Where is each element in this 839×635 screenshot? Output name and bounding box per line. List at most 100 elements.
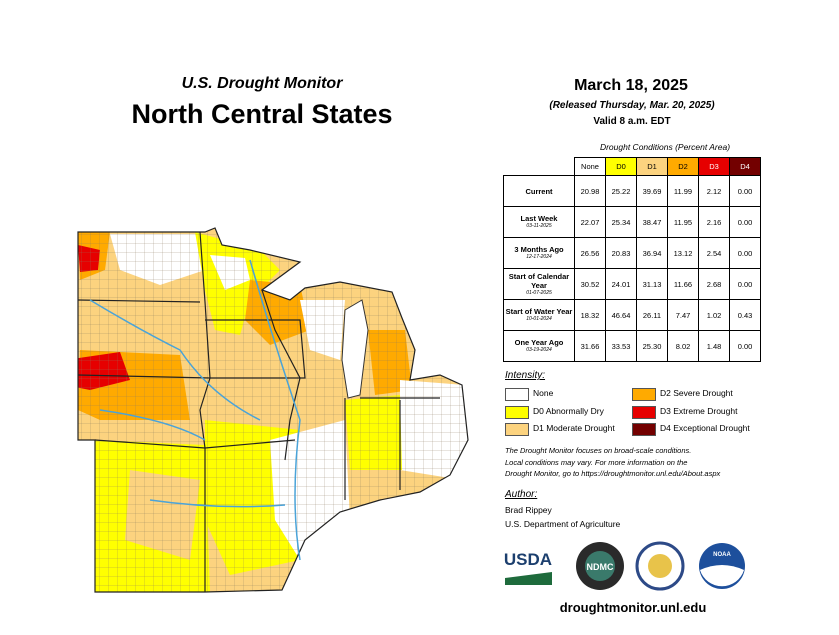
legend-label: D2 Severe Drought	[660, 388, 733, 398]
legend-label: D3 Extreme Drought	[660, 405, 738, 416]
column-header: D4	[729, 157, 761, 176]
cell-value: 36.94	[636, 237, 668, 269]
usda-logo-field	[505, 572, 552, 585]
cell-value: 26.56	[574, 237, 606, 269]
column-header: None	[574, 157, 606, 176]
legend-swatch	[505, 388, 529, 401]
released-date: (Released Thursday, Mar. 20, 2025)	[549, 100, 715, 111]
cell-value: 20.98	[574, 175, 606, 207]
row-label: One Year Ago 03-19-2024	[503, 330, 575, 362]
row-date: 12-17-2024	[526, 254, 552, 260]
cell-value: 2.68	[698, 268, 730, 300]
legend-swatch	[632, 423, 656, 436]
title: North Central States	[131, 99, 393, 129]
cell-value: 1.48	[698, 330, 730, 362]
ndmc-logo-core	[585, 551, 615, 581]
table-row: Start of Calendar Year 01-07-2025 30.52 24.…	[503, 268, 761, 300]
doc-logo-core	[648, 554, 672, 578]
column-header: D3	[698, 157, 730, 176]
cell-value: 20.83	[605, 237, 637, 269]
row-label: Last Week 03-11-2025	[503, 206, 575, 238]
ndmc-logo: NDMC	[587, 562, 614, 572]
row-label-text: Current	[525, 186, 553, 196]
cell-value: 25.34	[605, 206, 637, 238]
legend-title: Intensity:	[505, 370, 546, 381]
rivers	[89, 259, 301, 561]
row-label: Start of Water Year 10-01-2024	[503, 299, 575, 331]
table-row: Last Week 03-11-2025 22.07 25.34 38.47 11.95 2…	[503, 206, 761, 238]
cell-value: 11.66	[667, 268, 699, 300]
cell-value: 7.47	[667, 299, 699, 331]
legend-label: D1 Moderate Drought	[533, 423, 615, 433]
author-name: Brad Rippey	[505, 505, 552, 515]
conditions-table: None D0 D1 D2 D3 D4 Current 20.98 25.22 39.69 11.9…	[503, 157, 761, 362]
cell-value: 0.00	[729, 237, 761, 269]
header-row: None D0 D1 D2 D3 D4	[504, 157, 761, 176]
note-line: Local conditions may vary. For more info…	[505, 457, 688, 467]
legend-label: None	[533, 388, 554, 398]
state-borders	[77, 227, 469, 593]
cell-value: 38.47	[636, 206, 668, 238]
cell-value: 0.00	[729, 330, 761, 362]
cell-value: 8.02	[667, 330, 699, 362]
legend-swatch	[632, 388, 656, 401]
cell-value: 2.54	[698, 237, 730, 269]
legend-label: D0 Abnormally Dry	[533, 405, 604, 416]
table-row: Start of Water Year 10-01-2024 18.32 46.64 2…	[503, 299, 761, 331]
column-header: D2	[667, 157, 699, 176]
column-header: D1	[636, 157, 668, 176]
table-caption: Drought Conditions (Percent Area)	[599, 142, 731, 152]
subtitle: U.S. Drought Monitor	[181, 75, 343, 92]
noaa-logo: NOAA	[713, 552, 731, 558]
author-org: U.S. Department of Agriculture	[505, 519, 621, 529]
legend-swatch	[505, 405, 529, 419]
cell-value: 22.07	[574, 206, 606, 238]
row-label-text: Start of Calendar Year	[508, 271, 570, 290]
cell-value: 2.12	[698, 175, 730, 207]
row-date: 01-07-2025	[526, 289, 552, 296]
row-date: 03-11-2025	[526, 223, 552, 229]
cell-value: 31.13	[636, 268, 668, 300]
table-row: One Year Ago 03-19-2024 31.66 33.53 25.30 8.0…	[503, 330, 761, 362]
cell-value: 30.52	[574, 268, 606, 300]
map-date: March 18, 2025	[574, 77, 688, 94]
author-title: Author:	[505, 489, 538, 500]
logos: USDA NDMC NOAA	[504, 541, 745, 591]
cell-value: 33.53	[605, 330, 637, 362]
cell-value: 2.16	[698, 206, 730, 238]
legend-swatch	[505, 423, 529, 436]
table-row: Current 20.98 25.22 39.69 11.99 2.12 0.00	[503, 175, 761, 207]
note-line: Drought Monitor, go to https://droughtmo…	[505, 469, 721, 478]
row-label-text: Last Week	[520, 214, 558, 223]
row-label: Start of Calendar Year 01-07-2025	[503, 268, 575, 300]
cell-value: 26.11	[636, 299, 668, 331]
map	[77, 227, 469, 593]
cell-value: 39.69	[636, 175, 668, 207]
corner	[504, 158, 575, 176]
cell-value: 11.95	[667, 206, 699, 238]
row-date: 10-01-2024	[526, 316, 552, 322]
legend-swatch	[632, 405, 656, 419]
column-header: D0	[605, 157, 637, 176]
lake-michigan	[341, 299, 369, 399]
cell-value: 11.99	[667, 175, 699, 207]
row-label-text: Start of Water Year	[505, 307, 573, 316]
cell-value: 25.22	[605, 175, 637, 207]
row-label-text: 3 Months Ago	[514, 245, 564, 254]
row-label: Current	[503, 175, 575, 207]
cell-value: 1.02	[698, 299, 730, 331]
note-line: The Drought Monitor focuses on broad-sca…	[505, 446, 692, 455]
cell-value: 0.00	[729, 268, 761, 300]
url: droughtmonitor.unl.edu	[559, 600, 707, 615]
drought-areas	[78, 228, 468, 592]
noaa-logo-wave	[700, 565, 744, 587]
cell-value: 0.00	[729, 175, 761, 207]
cell-value: 31.66	[574, 330, 606, 362]
cell-value: 46.64	[605, 299, 637, 331]
cell-value: 0.43	[729, 299, 761, 331]
cell-value: 18.32	[574, 299, 606, 331]
cell-value: 24.01	[605, 268, 637, 300]
cell-value: 0.00	[729, 206, 761, 238]
row-label-text: One Year Ago	[514, 338, 564, 347]
